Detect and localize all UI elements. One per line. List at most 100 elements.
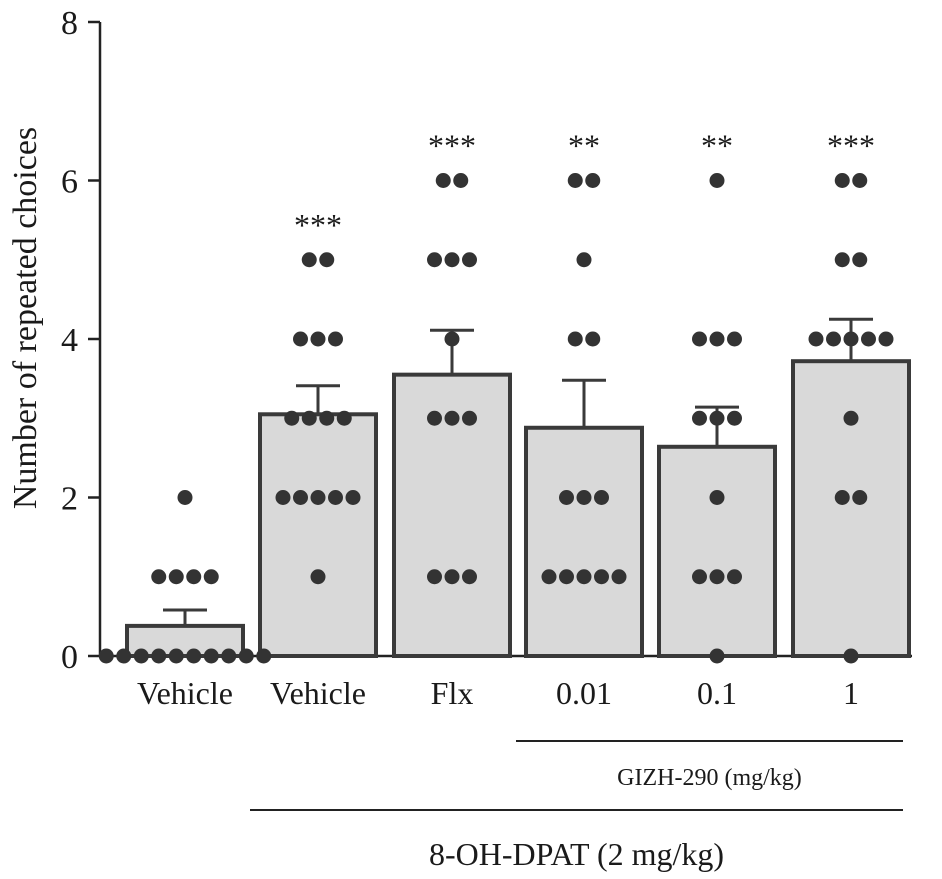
group-brackets: GIZH-290 (mg/kg) 8-OH-DPAT (2 mg/kg) bbox=[250, 740, 903, 872]
data-point bbox=[168, 648, 184, 664]
data-point bbox=[301, 252, 317, 268]
data-point bbox=[709, 331, 725, 347]
x-tick-label: 0.1 bbox=[697, 675, 737, 711]
x-axis-categories: Vehicle Vehicle Flx 0.01 0.1 1 bbox=[137, 675, 859, 711]
data-point bbox=[444, 410, 460, 426]
data-point bbox=[444, 569, 460, 585]
data-point bbox=[576, 490, 592, 505]
y-tick-label: 2 bbox=[61, 481, 78, 518]
data-point bbox=[116, 648, 132, 664]
data-point bbox=[151, 569, 167, 585]
data-point bbox=[576, 569, 592, 585]
data-point bbox=[559, 490, 574, 505]
bars bbox=[125, 317, 911, 659]
data-point bbox=[453, 173, 469, 188]
data-point bbox=[293, 490, 308, 505]
data-point bbox=[576, 252, 592, 268]
data-point bbox=[692, 569, 707, 585]
data-point bbox=[727, 569, 742, 585]
data-point bbox=[319, 410, 335, 426]
bar bbox=[657, 444, 777, 658]
data-point bbox=[427, 410, 442, 426]
data-point bbox=[843, 410, 859, 426]
data-point bbox=[293, 331, 308, 347]
data-point bbox=[567, 331, 583, 347]
data-point bbox=[826, 331, 841, 347]
data-point bbox=[275, 490, 291, 505]
data-point bbox=[310, 490, 326, 505]
bar bbox=[524, 425, 644, 659]
data-point bbox=[727, 331, 742, 347]
data-point bbox=[567, 173, 583, 188]
data-point bbox=[301, 410, 317, 426]
data-point bbox=[427, 569, 442, 585]
data-point bbox=[435, 173, 451, 188]
data-point bbox=[256, 648, 272, 664]
data-point bbox=[221, 648, 237, 664]
significance-label: *** bbox=[294, 207, 342, 243]
y-axis-label: Number of repeated choices bbox=[7, 127, 44, 509]
x-tick-label: Vehicle bbox=[270, 675, 366, 711]
data-point bbox=[186, 569, 202, 585]
data-point bbox=[852, 252, 868, 268]
data-point bbox=[328, 490, 343, 505]
data-point bbox=[585, 173, 601, 188]
x-tick-label: 0.01 bbox=[556, 675, 612, 711]
data-point bbox=[541, 569, 557, 585]
data-point bbox=[834, 173, 850, 188]
x-tick-label: 1 bbox=[843, 675, 859, 711]
data-point bbox=[692, 410, 707, 426]
data-point bbox=[345, 490, 361, 505]
data-point bbox=[310, 331, 326, 347]
data-point bbox=[709, 648, 725, 664]
data-point bbox=[98, 648, 114, 664]
data-point bbox=[151, 648, 167, 664]
significance-label: ** bbox=[701, 128, 733, 164]
data-point bbox=[284, 410, 300, 426]
data-point bbox=[727, 410, 742, 426]
significance-label: *** bbox=[827, 128, 875, 164]
data-point bbox=[709, 173, 725, 188]
data-point bbox=[843, 331, 859, 347]
data-point bbox=[319, 252, 335, 268]
data-point bbox=[328, 331, 343, 347]
data-point bbox=[427, 252, 442, 268]
bar bbox=[258, 412, 378, 658]
data-point bbox=[168, 569, 184, 585]
data-point bbox=[238, 648, 254, 664]
data-point bbox=[444, 331, 460, 347]
data-point bbox=[808, 331, 824, 347]
x-tick-label: Flx bbox=[431, 675, 474, 711]
data-point bbox=[709, 410, 725, 426]
data-point bbox=[852, 173, 868, 188]
data-point bbox=[861, 331, 876, 347]
data-point bbox=[336, 410, 352, 426]
data-point bbox=[611, 569, 627, 585]
data-point bbox=[692, 331, 707, 347]
group-label: GIZH-290 (mg/kg) bbox=[617, 765, 802, 791]
data-point bbox=[585, 331, 601, 347]
data-point bbox=[203, 569, 219, 585]
data-point bbox=[709, 490, 725, 505]
data-point bbox=[594, 490, 609, 505]
data-point bbox=[878, 331, 894, 347]
data-point bbox=[462, 410, 477, 426]
data-point bbox=[203, 648, 219, 664]
data-point bbox=[186, 648, 202, 664]
data-point bbox=[709, 569, 725, 585]
data-point bbox=[462, 569, 477, 585]
data-point bbox=[310, 569, 326, 585]
data-points bbox=[98, 173, 894, 664]
data-point bbox=[594, 569, 609, 585]
x-tick-label: Vehicle bbox=[137, 675, 233, 711]
y-tick-label: 6 bbox=[61, 164, 78, 201]
significance-label: *** bbox=[428, 128, 476, 164]
significance-label: ** bbox=[568, 128, 600, 164]
group-label: 8-OH-DPAT (2 mg/kg) bbox=[429, 836, 724, 872]
y-tick-label: 4 bbox=[61, 322, 78, 359]
data-point bbox=[834, 252, 850, 268]
data-point bbox=[834, 490, 850, 505]
data-point bbox=[444, 252, 460, 268]
data-point bbox=[177, 490, 193, 505]
